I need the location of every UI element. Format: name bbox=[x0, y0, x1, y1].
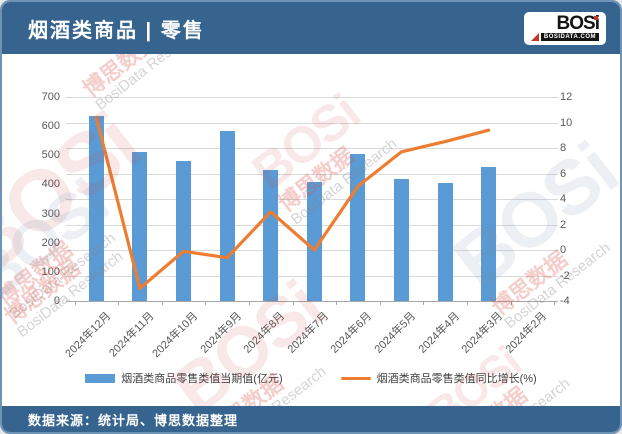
axis-tick bbox=[161, 301, 163, 305]
y-axis-label-left: 700 bbox=[41, 91, 60, 103]
bar bbox=[219, 130, 235, 301]
axis-tick bbox=[379, 301, 381, 305]
bar bbox=[176, 161, 191, 301]
x-axis-label: 2024年11月 bbox=[107, 310, 157, 360]
y-axis-label-right: 6 bbox=[560, 167, 567, 180]
trend-line bbox=[94, 115, 491, 290]
axis-tick bbox=[554, 301, 556, 305]
y-axis-label-right: -4 bbox=[560, 295, 570, 307]
y-axis-label-left: 600 bbox=[41, 120, 60, 133]
y-axis-label-right: 4 bbox=[560, 193, 567, 205]
gridline bbox=[66, 122, 558, 124]
x-axis-label: 2024年12月 bbox=[62, 310, 113, 361]
x-axis-label: 2024年4月 bbox=[416, 310, 462, 356]
axis-tick bbox=[510, 301, 512, 305]
axis-tick bbox=[423, 301, 425, 305]
y-axis-label-right: 0 bbox=[560, 244, 567, 256]
gridline bbox=[66, 97, 558, 98]
chart-legend: 烟酒类商品零售类值当期值(亿元) 烟酒类商品零售类值同比增长(%) bbox=[2, 370, 620, 386]
axis-tick bbox=[336, 301, 338, 305]
bar bbox=[437, 182, 453, 301]
legend-item-bar: 烟酒类商品零售类值当期值(亿元) bbox=[85, 370, 283, 386]
y-axis-label-right: 10 bbox=[560, 116, 573, 129]
x-axis-label: 2024年8月 bbox=[241, 310, 288, 356]
x-axis-label: 2024年3月 bbox=[459, 310, 506, 356]
watermark: 博思数据 BosiData Research bbox=[78, 54, 205, 114]
y-axis-label-right: 2 bbox=[560, 218, 567, 231]
bar bbox=[306, 181, 322, 301]
legend-swatch-bar bbox=[85, 373, 116, 383]
bar bbox=[481, 166, 497, 301]
x-axis-label: 2024年2月 bbox=[503, 310, 549, 356]
axis-tick bbox=[74, 301, 76, 305]
chart: BOSi 博思数据 BosiData Research 博思数据 BosiData Re… bbox=[2, 54, 620, 406]
watermark-cn: 博思数据 bbox=[78, 54, 163, 102]
gridline bbox=[66, 148, 558, 149]
axis-tick bbox=[118, 301, 120, 305]
x-axis-label: 2024年5月 bbox=[372, 310, 419, 356]
y-axis-label-left: 200 bbox=[41, 236, 60, 249]
y-axis-label-left: 0 bbox=[53, 295, 60, 307]
bar bbox=[263, 169, 279, 301]
logo-red-triangle-icon bbox=[530, 32, 539, 41]
y-axis-label-right: -2 bbox=[560, 269, 570, 282]
watermark-en: BosiData Research bbox=[92, 54, 205, 114]
bar bbox=[132, 152, 148, 301]
y-axis-label-left: 500 bbox=[41, 149, 60, 162]
legend-swatch-line bbox=[340, 376, 371, 380]
x-axis-label: 2024年7月 bbox=[285, 310, 331, 356]
bar bbox=[394, 178, 409, 301]
logo-domain-text: BOSIDATA.COM bbox=[540, 32, 599, 41]
footer: 数据来源：统计局、博思数据整理 bbox=[2, 406, 620, 432]
axis-tick bbox=[292, 301, 294, 305]
x-axis-label: 2024年10月 bbox=[150, 310, 201, 361]
y-axis-label-left: 100 bbox=[41, 265, 60, 278]
legend-label: 烟酒类商品零售类值同比增长(%) bbox=[376, 373, 537, 385]
y-axis-label-left: 400 bbox=[41, 178, 60, 191]
bar bbox=[88, 115, 104, 301]
page-title: 烟酒类商品 | 零售 bbox=[28, 19, 205, 42]
y-axis-label-right: 8 bbox=[560, 142, 567, 154]
axis-tick bbox=[248, 301, 250, 305]
axis-tick bbox=[205, 301, 207, 305]
x-axis-label: 2024年9月 bbox=[198, 310, 244, 356]
bosi-logo: BOSi BOSIDATA.COM bbox=[523, 11, 606, 45]
data-source-text: 数据来源：统计局、博思数据整理 bbox=[28, 412, 239, 428]
watermark-en: BosiData Research bbox=[287, 135, 401, 229]
header: 烟酒类商品 | 零售 BOSi BOSIDATA.COM bbox=[2, 2, 620, 54]
logo-brand-text: BOSi bbox=[556, 12, 600, 34]
x-axis-line bbox=[66, 301, 558, 302]
axis-tick bbox=[466, 301, 468, 305]
x-axis-label: 2024年6月 bbox=[328, 310, 375, 356]
watermark-cn: 博思数据 bbox=[273, 142, 359, 217]
watermark-en: BosiData Research bbox=[13, 247, 127, 341]
y-axis-label-right: 12 bbox=[560, 91, 573, 103]
bar bbox=[350, 153, 366, 301]
logo-i-dot-icon bbox=[594, 15, 598, 20]
y-axis-label-left: 300 bbox=[41, 207, 60, 220]
legend-label: 烟酒类商品零售类值当期值(亿元) bbox=[121, 373, 283, 385]
legend-item-line: 烟酒类商品零售类值同比增长(%) bbox=[340, 370, 537, 386]
